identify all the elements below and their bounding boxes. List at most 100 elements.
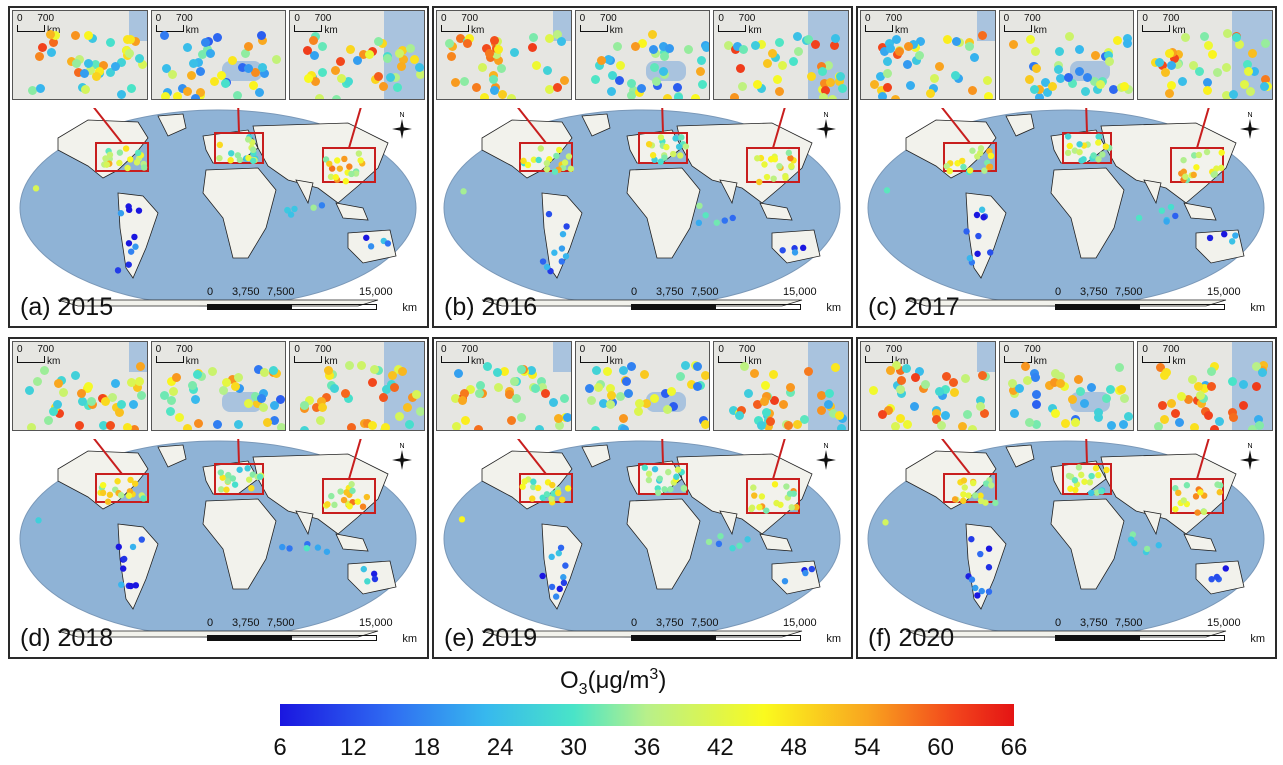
inset-scale-zero: 0	[441, 13, 447, 24]
inset-leader-line	[935, 430, 971, 475]
station-point	[454, 368, 464, 378]
station-point	[517, 413, 527, 423]
world-map	[866, 99, 1266, 308]
station-point	[277, 423, 286, 430]
station-point	[535, 156, 542, 164]
station-point	[346, 503, 353, 510]
scalebar-tick: 7,500	[691, 617, 719, 629]
station-point	[673, 473, 680, 480]
station-point	[567, 165, 575, 173]
inset-map-europe: 0 700 km	[998, 341, 1135, 431]
station-point	[183, 424, 193, 430]
station-point	[896, 389, 906, 399]
station-point	[166, 407, 176, 417]
station-point	[885, 38, 895, 48]
station-point	[348, 170, 355, 178]
station-point	[27, 85, 37, 95]
station-point	[1032, 64, 1042, 74]
station-point	[1169, 53, 1179, 63]
station-point	[34, 51, 44, 61]
station-point	[343, 489, 350, 496]
station-point	[1154, 57, 1164, 67]
station-point	[1093, 407, 1103, 417]
station-point	[452, 421, 462, 430]
inset-map-east-asia: 0 700 km	[713, 10, 850, 100]
scalebar-unit: km	[1250, 633, 1265, 645]
station-point	[1082, 73, 1092, 83]
station-point	[562, 562, 569, 569]
station-point	[943, 34, 953, 44]
inset-map-east-asia: 0 700 km	[289, 341, 426, 431]
station-point	[770, 396, 780, 406]
station-point	[779, 400, 789, 410]
station-point	[1177, 76, 1187, 86]
station-point	[618, 413, 628, 423]
station-point	[315, 94, 325, 99]
station-point	[87, 33, 97, 43]
station-point	[127, 156, 134, 163]
station-point	[124, 164, 131, 172]
station-point	[189, 385, 199, 395]
station-point	[357, 361, 367, 371]
station-point	[537, 145, 544, 152]
station-point	[960, 373, 970, 383]
legend-title-end: )	[658, 667, 667, 694]
station-point	[670, 150, 677, 158]
station-point	[225, 471, 232, 479]
station-point	[233, 372, 243, 382]
scalebar-tick: 0	[631, 617, 638, 629]
station-point	[310, 204, 317, 211]
station-point	[1034, 92, 1044, 99]
inset-scale-unit: km	[185, 356, 200, 367]
station-point	[1009, 409, 1019, 419]
station-point	[371, 575, 379, 583]
station-point	[1143, 545, 1151, 553]
station-point	[129, 399, 139, 409]
station-point	[978, 31, 988, 41]
station-point	[548, 495, 555, 502]
station-point	[977, 492, 984, 499]
station-point	[406, 44, 416, 54]
station-point	[645, 470, 653, 478]
station-point	[359, 503, 367, 510]
svg-text:N: N	[823, 112, 828, 119]
map-scalebar: 0 3,750 7,500 15,000 km	[1055, 617, 1265, 647]
inset-scale-zero: 0	[441, 344, 447, 355]
landmass	[759, 202, 793, 221]
station-point	[828, 94, 838, 99]
station-point	[1087, 489, 1095, 497]
station-point	[960, 497, 967, 504]
station-point	[415, 406, 425, 416]
station-point	[1164, 88, 1174, 98]
station-point	[1074, 374, 1084, 384]
station-point	[1030, 373, 1040, 383]
station-point	[651, 465, 659, 473]
landmass	[1143, 179, 1162, 205]
station-point	[24, 385, 34, 395]
station-point	[1156, 362, 1166, 372]
station-point	[251, 68, 261, 78]
station-point	[1119, 419, 1129, 429]
station-point	[1172, 212, 1179, 220]
station-point	[1161, 67, 1171, 77]
landmass	[202, 498, 277, 590]
station-point	[299, 425, 309, 430]
water-area	[1069, 392, 1110, 412]
station-point	[560, 574, 567, 581]
station-point	[385, 73, 395, 83]
station-point	[647, 29, 657, 39]
station-point	[877, 410, 887, 420]
station-point	[370, 570, 378, 578]
station-point	[977, 145, 985, 152]
station-point	[1154, 421, 1164, 430]
inset-scale-unit: km	[895, 356, 909, 367]
inset-map-east-asia: 0 700 km	[713, 341, 850, 431]
station-point	[831, 33, 841, 43]
inset-scale-unit: km	[748, 25, 762, 36]
station-point	[539, 572, 546, 580]
station-point	[140, 164, 148, 171]
inset-map-europe: 0 700 km	[574, 10, 711, 100]
